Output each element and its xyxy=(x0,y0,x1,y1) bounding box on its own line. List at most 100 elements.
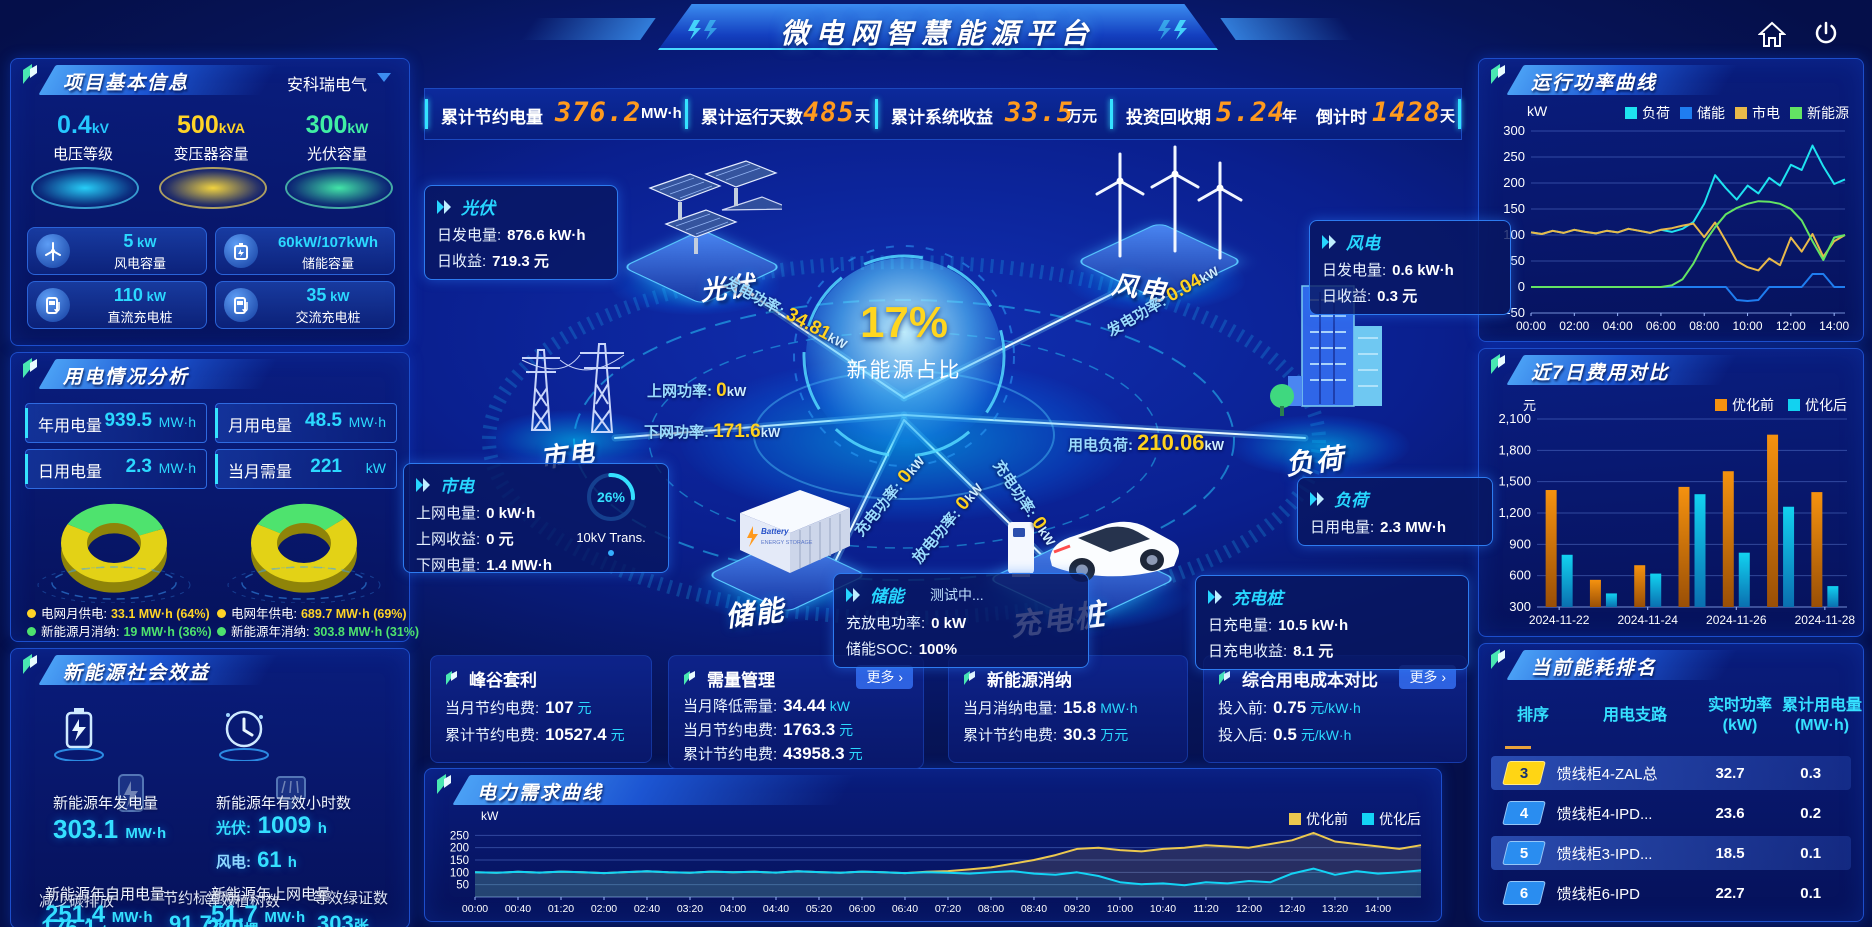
pedestal-label: 光伏容量 xyxy=(306,146,367,163)
cell-energy: 0.1 xyxy=(1800,884,1822,902)
corner-flag-icon xyxy=(23,358,37,378)
svg-text:08:40: 08:40 xyxy=(1021,903,1047,915)
demand-curve-chart: 50 100 150 200 250 00:00 00:40 01:20 02:00 02:40 0… xyxy=(433,817,1433,917)
kpi-label: 投资回收期 xyxy=(1126,108,1211,127)
card-row: 累计节约电费: 43958.3 元 xyxy=(683,744,863,763)
chart-legend: 负荷 储能 市电 新能源 xyxy=(1625,103,1849,123)
clock-icon xyxy=(216,705,272,766)
table-row[interactable]: 6 馈线柜6-IPD 22.7 0.1 xyxy=(1491,876,1851,910)
svg-text:600: 600 xyxy=(1509,568,1531,583)
dc-charger-icon xyxy=(36,288,70,322)
kpi-unit: MW·h xyxy=(641,105,682,122)
cost-compare-chart: 300 600 900 1,200 1,500 1,800 2,100 2024-11-22 2… xyxy=(1485,411,1857,629)
svg-text:06:40: 06:40 xyxy=(892,903,918,915)
card-row: 投入后: 0.5 元/kW·h xyxy=(1218,725,1352,744)
battery-ghost-icon xyxy=(118,774,144,812)
benefit-value: 303张 xyxy=(317,911,369,927)
table-row[interactable]: 3 馈线柜4-ZAL总 32.7 0.3 xyxy=(1491,756,1851,790)
callout-title: 负荷 xyxy=(1310,486,1480,511)
cell-energy: 0.1 xyxy=(1800,844,1822,862)
card-title: 需量管理 xyxy=(683,666,909,691)
more-button[interactable]: 更多 › xyxy=(856,665,913,689)
svg-text:-50: -50 xyxy=(1506,305,1525,320)
kpi-label: 累计运行天数 xyxy=(701,108,803,127)
kpi-value: 485 xyxy=(803,97,855,128)
corner-flag-icon xyxy=(1491,64,1505,84)
wind-turbine-icon xyxy=(36,234,70,268)
panel-header: 电力需求曲线 xyxy=(431,773,1435,809)
hub-ring-icon xyxy=(793,245,1015,467)
gauge-percentage: 26% xyxy=(597,489,626,505)
svg-text:04:00: 04:00 xyxy=(720,903,746,915)
benefit-label: 等效植树数 xyxy=(205,893,281,910)
svg-text:08:00: 08:00 xyxy=(978,903,1004,915)
chevron-down-icon[interactable] xyxy=(377,73,391,82)
benefit-pv-hours: 光伏: 1009 h xyxy=(216,812,327,839)
benefit-label: 新能源年自用电量 xyxy=(45,886,166,903)
card-row: 投入前: 0.75 元/kW·h xyxy=(1218,698,1361,717)
kpi-run-days: 累计运行天数 485 天 xyxy=(685,89,875,139)
pedestal-glow xyxy=(159,167,267,209)
svg-text:1,800: 1,800 xyxy=(1498,442,1531,457)
chevrons-icon xyxy=(1310,491,1324,506)
svg-text:08:00: 08:00 xyxy=(1689,319,1719,333)
svg-text:11:20: 11:20 xyxy=(1193,903,1219,915)
panel-energy-ranking: 当前能耗排名 排序 用电支路 实时功率 (kW) 累计用电量 (MW·h) 3 馈线… xyxy=(1478,643,1864,922)
card-label: 交流充电桩 xyxy=(295,310,361,325)
company-dropdown[interactable]: 安科瑞电气 xyxy=(286,77,367,94)
node-glow xyxy=(485,410,665,470)
rank-badge: 3 xyxy=(1502,761,1546,785)
svg-text:2,100: 2,100 xyxy=(1498,411,1531,426)
card-label: 直流充电桩 xyxy=(107,310,173,325)
card-renewable-consumption: 新能源消纳 当月消纳电量: 15.8 MW·h 累计节约电费: 30.3 万元 xyxy=(948,655,1188,763)
callout-row: 日充电收益: 8.1 元 xyxy=(1208,643,1334,660)
card-peak-valley: 峰谷套利 当月节约电费: 107 元 累计节约电费: 10527.4 元 xyxy=(430,655,652,763)
kpi-value: 376.2 xyxy=(555,97,642,128)
svg-text:300: 300 xyxy=(1503,123,1525,138)
card-row: 当月节约电费: 1763.3 元 xyxy=(683,720,854,739)
table-row[interactable]: 5 馈线柜3-IPD... 18.5 0.1 xyxy=(1491,836,1851,870)
status-badge: 测试中... xyxy=(930,586,984,603)
callout-grid: 市电 上网电量: 0 kW·h 上网收益: 0 元 下网电量: 1.4 MW·h 26… xyxy=(403,463,669,574)
svg-text:04:40: 04:40 xyxy=(763,903,789,915)
panel-usage-analysis: 用电情况分析 年用电量 939.5 MW·h 月用电量 48.5 MW·h 日用电量 2.… xyxy=(10,352,419,642)
y-axis-unit: kW xyxy=(481,809,499,823)
callout-title: 市电 xyxy=(416,472,656,497)
legend-month-new: 新能源月消纳: 19 MW·h (36%) xyxy=(27,621,212,640)
legend-year-new: 新能源年消纳: 303.8 MW·h (31%) xyxy=(217,621,419,640)
corner-flag-icon xyxy=(23,654,37,674)
corner-flag-icon xyxy=(1491,354,1505,374)
cell-branch: 馈线柜6-IPD xyxy=(1556,885,1640,903)
panel-title: 新能源社会效益 xyxy=(63,663,211,684)
pedestal-unit: kV xyxy=(91,120,109,136)
corner-flag-icon xyxy=(684,670,695,685)
svg-text:Battery: Battery xyxy=(761,527,789,536)
callout-charger: 充电桩 日充电量: 10.5 kW·h 日充电收益: 8.1 元 xyxy=(1195,575,1469,670)
svg-text:00:40: 00:40 xyxy=(505,903,531,915)
table-row[interactable]: 4 馈线柜4-IPD... 23.6 0.2 xyxy=(1491,796,1851,830)
svg-text:10:00: 10:00 xyxy=(1107,903,1133,915)
panel-header: 新能源社会效益 xyxy=(17,653,403,689)
title-banner xyxy=(658,4,1218,50)
stat-month-demand: 当月需量 221 kW xyxy=(215,449,397,489)
callout-title: 储能 测试中... xyxy=(846,582,1076,607)
panel-ghost-icon xyxy=(276,776,306,809)
y-axis-unit: 元 xyxy=(1523,398,1537,413)
power-button[interactable] xyxy=(1806,14,1846,54)
callout-row: 日充电量: 10.5 kW·h xyxy=(1208,617,1349,634)
callout-row: 日用电量: 2.3 MW·h xyxy=(1310,519,1447,536)
column-header-branch: 用电支路 xyxy=(1602,707,1667,724)
kpi-unit: 天 xyxy=(1440,108,1456,125)
cell-branch: 馈线柜4-ZAL总 xyxy=(1556,765,1658,783)
divider xyxy=(685,99,688,129)
svg-text:200: 200 xyxy=(1503,175,1525,190)
rank-badge: 6 xyxy=(1502,881,1546,905)
cell-energy: 0.2 xyxy=(1800,804,1822,822)
panel-title: 当前能耗排名 xyxy=(1531,658,1658,679)
svg-text:ENERGY STORAGE: ENERGY STORAGE xyxy=(761,540,813,546)
kpi-label: 倒计时 xyxy=(1316,108,1367,127)
home-button[interactable] xyxy=(1752,14,1792,54)
hub-percentage: 17% xyxy=(859,298,949,347)
panel-header: 运行功率曲线 xyxy=(1485,63,1857,99)
